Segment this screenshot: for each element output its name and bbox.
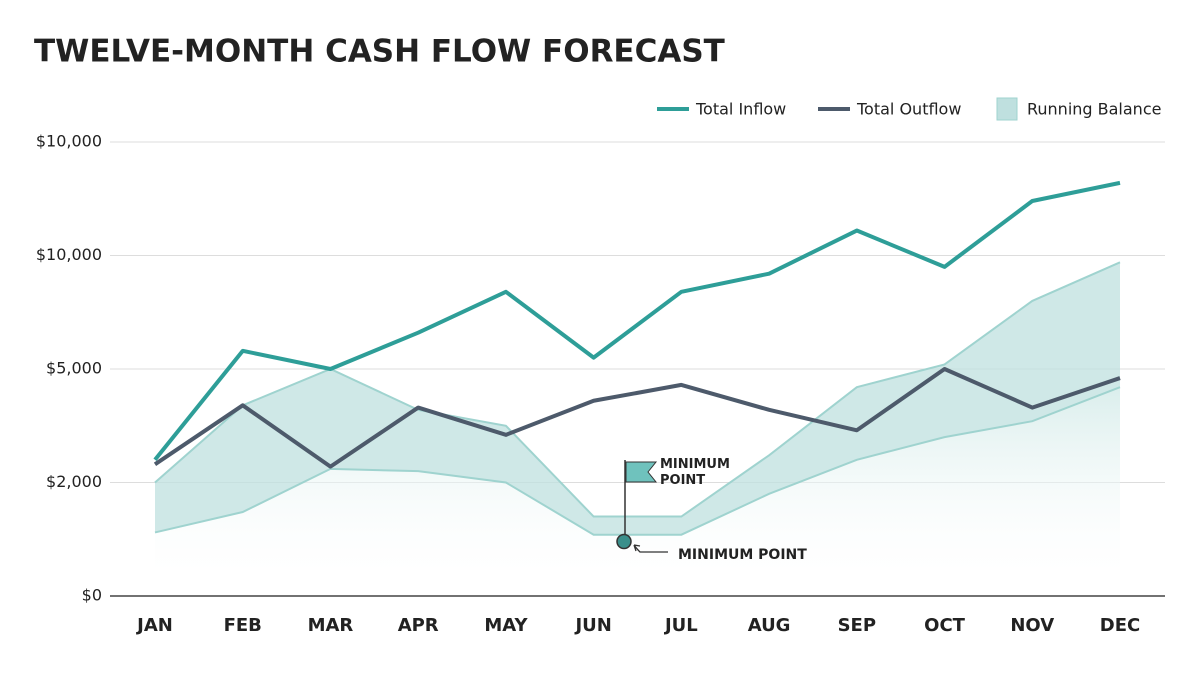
series-line <box>153 180 1121 462</box>
x-tick-label: APR <box>398 615 439 636</box>
x-tick-label: JUN <box>573 615 611 636</box>
balance-upper <box>154 261 1121 518</box>
annotation: MINIMUM POINT <box>678 547 807 563</box>
balance-area <box>155 262 1120 535</box>
x-tick-label: JAN <box>135 615 173 636</box>
x-tick-label: NOV <box>1010 615 1054 636</box>
balance-lower <box>154 386 1121 536</box>
minimum-marker <box>616 533 632 550</box>
chart-title: TWELVE-MONTH CASH FLOW FORECAST <box>34 34 725 70</box>
legend-label: Total Inflow <box>695 100 786 119</box>
y-tick-label: $2,000 <box>46 472 102 491</box>
annotation: MINIMUM POINT <box>660 457 730 488</box>
legend-label: Total Outflow <box>856 100 961 119</box>
x-tick-label: AUG <box>748 615 791 636</box>
x-tick-label: DEC <box>1100 615 1140 636</box>
legend-label: Running Balance <box>1027 100 1161 119</box>
y-tick-label: $10,000 <box>36 132 102 151</box>
x-tick-label: FEB <box>224 615 262 636</box>
x-tick-label: OCT <box>924 615 966 636</box>
balance-fade <box>155 387 1120 574</box>
y-tick-label: $10,000 <box>36 245 102 264</box>
series-line <box>153 367 1121 469</box>
x-tick-label: SEP <box>838 615 876 636</box>
annotation-arrow <box>633 544 668 553</box>
x-tick-label: MAR <box>308 615 354 636</box>
flag <box>625 461 658 483</box>
legend-swatch <box>996 97 1018 121</box>
y-tick-label: $0 <box>82 586 102 605</box>
y-tick-label: $5,000 <box>46 359 102 378</box>
x-tick-label: MAY <box>484 615 528 636</box>
x-tick-label: JUL <box>663 615 698 636</box>
